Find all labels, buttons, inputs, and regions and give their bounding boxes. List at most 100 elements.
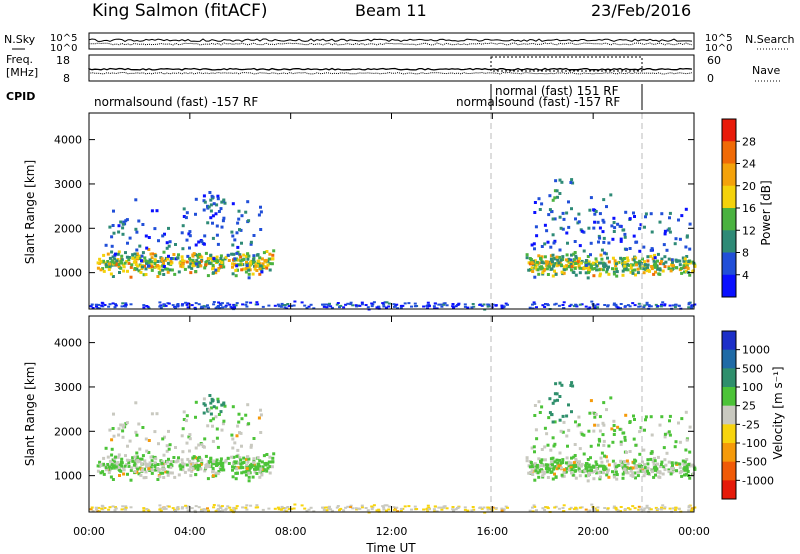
velocity-cell: [119, 462, 123, 466]
velocity-cell: [562, 474, 566, 478]
velocity-cell: [693, 467, 697, 471]
power-cell: [252, 234, 256, 237]
power-cell: [560, 270, 564, 274]
power-cell: [650, 247, 654, 251]
power-cell: [212, 257, 216, 261]
power-cell: [656, 252, 660, 256]
y-tick-label: 2000: [54, 425, 82, 438]
velocity-cell: [422, 508, 426, 511]
velocity-cell: [660, 460, 664, 464]
power-cell: [580, 229, 584, 233]
velocity-cell: [652, 462, 656, 466]
velocity-cell: [442, 506, 446, 509]
power-cell: [555, 255, 559, 259]
power-cell: [537, 254, 541, 258]
velocity-cell: [629, 473, 633, 477]
power-cell: [593, 306, 597, 309]
power-cell: [231, 272, 235, 276]
velocity-cell: [114, 465, 118, 469]
power-cell: [553, 257, 557, 261]
power-cell: [653, 264, 657, 268]
velocity-cell: [634, 459, 638, 463]
power-cell: [659, 305, 663, 308]
velocity-cell: [537, 400, 541, 404]
velocity-cell: [381, 505, 385, 508]
power-cell: [214, 268, 218, 272]
velocity-cell: [570, 468, 574, 472]
noise-sky-trace: [88, 38, 693, 43]
power-cell: [594, 210, 598, 213]
power-cell: [688, 273, 692, 277]
velocity-cell: [303, 507, 307, 510]
velocity-cell: [215, 458, 219, 462]
power-cell: [578, 257, 581, 261]
velocity-cell: [541, 507, 545, 510]
velocity-heatmap: [89, 381, 697, 514]
velocity-cell: [478, 506, 482, 509]
power-cell: [180, 258, 184, 262]
velocity-cell: [628, 508, 632, 511]
velocity-cell: [588, 411, 592, 415]
power-cell: [601, 261, 605, 265]
power-cell: [100, 301, 104, 304]
velocity-cell: [631, 471, 635, 475]
power-cell: [570, 268, 573, 272]
velocity-cell: [215, 436, 219, 440]
power-cell: [135, 252, 139, 256]
velocity-cell: [188, 437, 192, 441]
velocity-cell: [220, 403, 224, 407]
power-cell: [565, 231, 569, 235]
power-cell: [578, 271, 582, 275]
velocity-cell: [561, 507, 565, 509]
power-cell: [247, 268, 251, 272]
velocity-cell: [635, 466, 638, 470]
power-cell: [685, 255, 689, 258]
power-cell: [544, 264, 548, 268]
power-cell: [410, 305, 413, 308]
power-cell: [216, 305, 220, 307]
velocity-cell: [571, 384, 575, 388]
power-cell: [654, 303, 658, 306]
power-cell: [221, 306, 224, 309]
power-cell: [587, 271, 590, 275]
power-cell: [584, 305, 588, 308]
power-cell: [680, 214, 684, 218]
velocity-cell: [121, 505, 125, 508]
power-cell: [121, 226, 125, 230]
velocity-cell: [658, 475, 662, 479]
velocity-cell: [589, 456, 592, 460]
power-cell: [230, 252, 234, 256]
velocity-cell: [504, 505, 508, 508]
power-cell: [186, 302, 190, 305]
power-cell: [682, 259, 686, 263]
power-cell: [663, 265, 667, 269]
power-cell: [238, 253, 242, 257]
velocity-cell: [292, 507, 296, 510]
power-cell: [268, 252, 272, 256]
velocity-cell: [549, 460, 553, 464]
power-cell: [211, 265, 215, 269]
velocity-cell: [693, 506, 697, 509]
power-cell: [131, 253, 135, 257]
power-cell: [223, 201, 227, 205]
velocity-cell: [671, 507, 675, 510]
power-cell: [588, 208, 592, 212]
power-cell: [556, 258, 560, 262]
velocity-cell: [167, 429, 170, 433]
velocity-cell: [211, 466, 215, 470]
power-cell: [234, 274, 238, 278]
power-cell: [612, 221, 616, 224]
power-cell: [663, 303, 667, 306]
velocity-cell: [562, 510, 566, 513]
velocity-cell: [211, 424, 214, 428]
velocity-cell: [410, 508, 413, 511]
power-cell: [167, 254, 170, 258]
velocity-cell: [134, 430, 138, 434]
velocity-cell: [185, 463, 189, 467]
velocity-cell: [569, 465, 573, 469]
colorbar-swatch: [722, 443, 736, 463]
noise-traces: [88, 38, 693, 46]
power-cell: [660, 303, 663, 306]
velocity-cell: [540, 458, 544, 462]
velocity-cell: [207, 408, 211, 412]
